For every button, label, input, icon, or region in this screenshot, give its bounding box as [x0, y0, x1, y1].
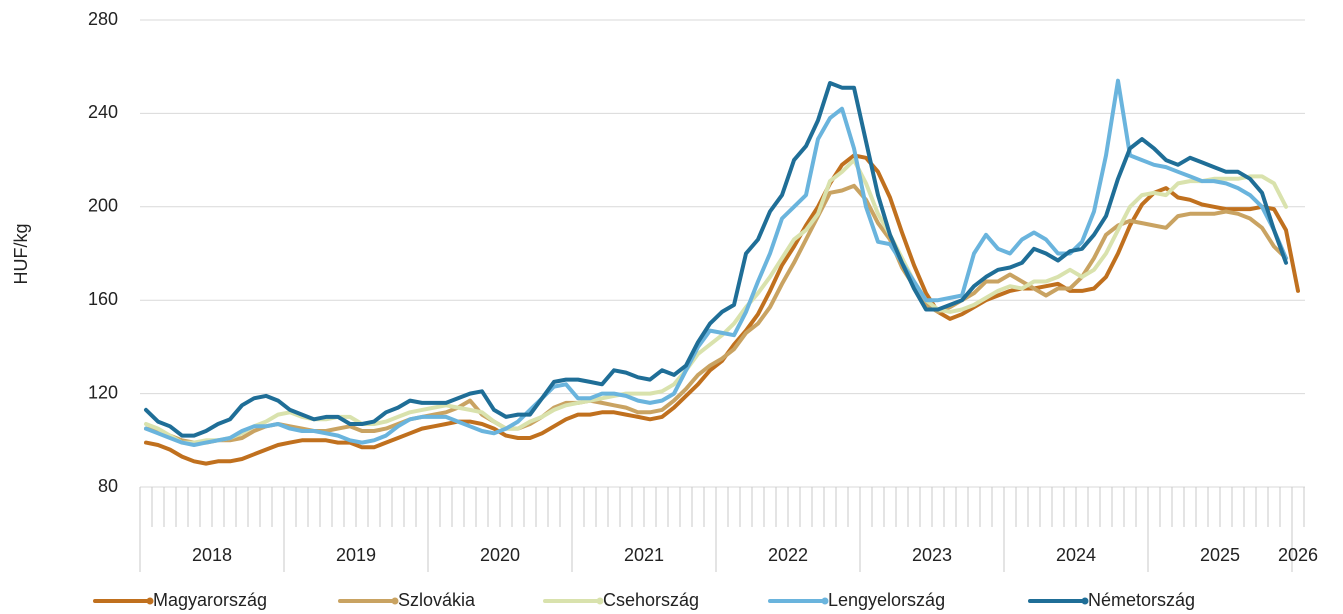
legend-label: Lengyelország [828, 590, 945, 610]
x-tick-label: 2023 [912, 545, 952, 565]
y-tick-label: 120 [88, 382, 118, 402]
series-line [144, 158, 1288, 445]
x-tick-label: 2022 [768, 545, 808, 565]
y-tick-label: 280 [88, 9, 118, 29]
x-tick-label: 2024 [1056, 545, 1096, 565]
legend-label: Szlovákia [398, 590, 476, 610]
legend-label: Magyarország [153, 590, 267, 610]
x-tick-label: 2025 [1200, 545, 1240, 565]
y-axis-label: HUF/kg [11, 223, 31, 284]
x-tick-label: 2018 [192, 545, 232, 565]
legend-marker [391, 597, 399, 605]
legend-label: Németország [1088, 590, 1195, 610]
x-tick-label: 2026 [1278, 545, 1318, 565]
y-tick-label: 240 [88, 102, 118, 122]
series-line [144, 78, 1288, 447]
legend-marker [1081, 597, 1089, 605]
legend-marker [596, 597, 604, 605]
legend-label: Csehország [603, 590, 699, 610]
y-tick-label: 80 [98, 476, 118, 496]
legend-marker [821, 597, 829, 605]
y-tick-label: 200 [88, 196, 118, 216]
x-tick-label: 2020 [480, 545, 520, 565]
x-tick-label: 2019 [336, 545, 376, 565]
x-tick-label: 2021 [624, 545, 664, 565]
series-line [144, 183, 1288, 445]
legend-marker [146, 597, 154, 605]
y-tick-label: 160 [88, 289, 118, 309]
series-line [144, 81, 1288, 438]
